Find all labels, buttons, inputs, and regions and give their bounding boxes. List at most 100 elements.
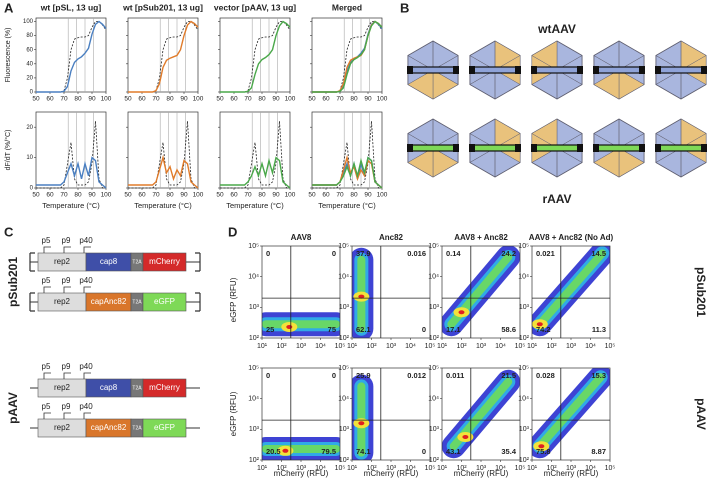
y-tick-label: 10² xyxy=(429,335,440,342)
density-core xyxy=(358,294,365,299)
plot-title: vector [pAAV, 13 ug] xyxy=(214,2,296,12)
capsid-face xyxy=(655,147,682,178)
genome-bar xyxy=(656,66,706,74)
quadrant-percent: 35.4 xyxy=(501,447,516,456)
y-tick-label: 10⁵ xyxy=(428,243,439,250)
y-tick-label: 10² xyxy=(249,457,260,464)
y-tick-label: 10³ xyxy=(519,426,530,433)
segment-label: T2A xyxy=(132,259,142,265)
x-tick-label: 10¹ xyxy=(347,343,358,350)
melt-curve xyxy=(128,121,198,189)
x-axis-label: Temperature (°C) xyxy=(318,201,376,210)
x-tick-label: 90 xyxy=(88,96,96,103)
capsid-face xyxy=(407,147,434,178)
itr xyxy=(593,144,599,152)
group-label: wtAAV xyxy=(537,22,576,36)
x-tick-label: 10¹ xyxy=(257,343,268,350)
y-tick-label: 10⁴ xyxy=(248,396,259,403)
itr xyxy=(639,66,645,74)
y-tick-label: 10⁵ xyxy=(428,365,439,372)
x-axis-label: Temperature (°C) xyxy=(134,201,192,210)
x-tick-label: 100 xyxy=(377,96,388,103)
x-tick-label: 10⁵ xyxy=(335,465,346,472)
density-band xyxy=(535,373,605,451)
x-axis-label: mCherry (RFU) xyxy=(364,469,419,478)
itr xyxy=(407,66,413,74)
x-tick-label: 10⁵ xyxy=(605,465,616,472)
x-tick-label: 10² xyxy=(456,343,467,350)
y-tick-label: 10² xyxy=(339,335,350,342)
genome-bar xyxy=(594,144,644,152)
quadrant-percent: 17.1 xyxy=(446,325,461,334)
x-tick-label: 100 xyxy=(285,192,296,199)
y-tick-label: 100 xyxy=(23,19,34,25)
capsid-face xyxy=(593,69,620,100)
y-axis-label: dF/dT (%/°C) xyxy=(4,130,12,171)
segment-label: mCherry xyxy=(149,257,180,266)
segment-label: T2A xyxy=(132,299,142,305)
quadrant-percent: 0.012 xyxy=(407,371,426,380)
quadrant-percent: 0 xyxy=(332,371,336,380)
density-core xyxy=(536,322,543,327)
y-tick-label: 0 xyxy=(30,186,34,192)
y-tick-label: 10³ xyxy=(249,426,260,433)
promoter-label: p9 xyxy=(62,402,71,411)
melt-curve xyxy=(312,156,383,189)
promoter-label: p40 xyxy=(79,402,93,411)
column-title: Anc82 xyxy=(379,233,404,242)
capsid-face xyxy=(407,69,434,100)
gene-segment xyxy=(142,378,187,398)
group-label: pAAV xyxy=(6,392,20,424)
quadrant-percent: 0.028 xyxy=(536,371,555,380)
x-tick-label: 90 xyxy=(364,192,372,199)
x-tick-label: 100 xyxy=(101,192,112,199)
y-tick-label: 0 xyxy=(30,90,34,96)
density-area xyxy=(262,312,340,337)
segment-label: eGFP xyxy=(154,297,175,306)
segment-label: rep2 xyxy=(54,257,71,266)
segment-label: capAnc82 xyxy=(91,297,127,306)
x-tick-label: 70 xyxy=(244,96,252,103)
melt-curve xyxy=(128,20,199,93)
quadrant-percent: 0 xyxy=(422,447,426,456)
promoter-label: p5 xyxy=(42,236,51,245)
y-tick-label: 10² xyxy=(519,457,530,464)
promoter-label: p5 xyxy=(42,276,51,285)
genome-bar xyxy=(532,144,582,152)
x-tick-label: 70 xyxy=(336,96,344,103)
genome-bar xyxy=(408,144,458,152)
capsid-face xyxy=(469,147,496,178)
x-tick-label: 10³ xyxy=(386,343,397,350)
x-tick-label: 10⁴ xyxy=(315,343,326,350)
quadrant-percent: 0.011 xyxy=(446,371,464,380)
quadrant-percent: 0 xyxy=(266,249,270,258)
x-axis-label: Temperature (°C) xyxy=(42,201,100,210)
density-core xyxy=(458,310,465,315)
gene-segment xyxy=(142,252,187,272)
row-label: pAAV xyxy=(694,398,708,430)
x-tick-label: 80 xyxy=(258,192,266,199)
capsid-face xyxy=(469,40,496,71)
capsid-face xyxy=(655,40,682,71)
x-tick-label: 70 xyxy=(152,96,160,103)
x-tick-label: 10³ xyxy=(296,343,307,350)
x-tick-label: 60 xyxy=(322,96,330,103)
density-area xyxy=(352,374,374,460)
x-tick-label: 10⁵ xyxy=(425,343,436,350)
quadrant-percent: 25 xyxy=(266,325,274,334)
quadrant-percent: 20.5 xyxy=(266,447,281,456)
genome-bar xyxy=(470,144,520,152)
y-axis-label: eGFP (RFU) xyxy=(229,391,238,436)
y-axis-label: eGFP (RFU) xyxy=(229,277,238,322)
itr xyxy=(577,66,583,74)
x-tick-label: 10² xyxy=(546,343,557,350)
x-tick-label: 80 xyxy=(350,96,358,103)
promoter-arrow xyxy=(83,412,91,419)
genome-bar xyxy=(656,144,706,152)
quadrant-percent: 37.9 xyxy=(356,249,371,258)
quadrant-percent: 11.3 xyxy=(592,325,606,334)
plot-title: wt [pSub201, 13 ug] xyxy=(122,2,203,12)
x-tick-label: 10¹ xyxy=(437,465,448,472)
x-tick-label: 50 xyxy=(216,96,224,103)
x-axis-label: Temperature (°C) xyxy=(226,201,284,210)
